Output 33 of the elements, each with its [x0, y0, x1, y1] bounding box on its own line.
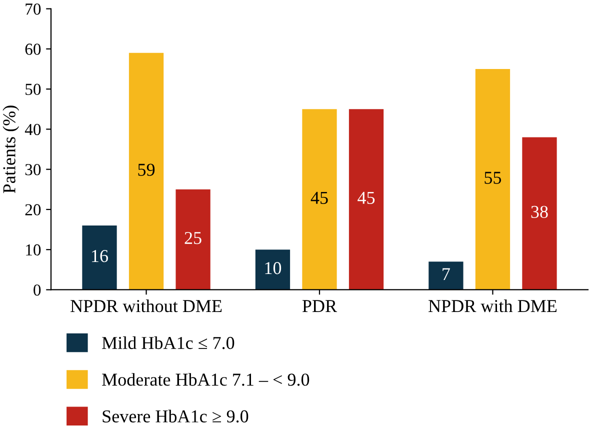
bar	[428, 262, 464, 290]
data-label: 7	[442, 268, 450, 280]
y-tick-label: 40	[24, 124, 41, 136]
data-label: 16	[92, 250, 108, 262]
bar	[522, 137, 557, 290]
legend-label: Mild HbA1c ≤ 7.0	[102, 336, 234, 350]
data-label: 55	[484, 172, 502, 184]
bar	[348, 109, 384, 290]
data-label: 45	[358, 192, 375, 204]
x-tick-label: PDR	[302, 300, 338, 312]
bar	[176, 189, 210, 290]
legend-label: Moderate HbA1c 7.1 – < 9.0	[102, 373, 310, 386]
y-tick-label: 30	[25, 164, 41, 176]
bar	[255, 250, 290, 290]
y-tick-label: 60	[25, 44, 41, 55]
x-tick-label: NPDR without DME	[70, 299, 222, 312]
data-label: 45	[310, 192, 328, 204]
legend-label: Severe HbA1c ≥ 9.0	[102, 410, 248, 423]
x-tick-label: NPDR with DME	[428, 299, 557, 312]
bar	[128, 52, 164, 290]
y-axis-title: Patients (%)	[2, 106, 20, 194]
data-label: 59	[138, 164, 155, 176]
y-tick-label: 0	[34, 284, 41, 296]
data-label: 25	[184, 232, 202, 244]
y-tick-label: 10	[26, 244, 41, 256]
bar	[475, 68, 510, 290]
data-label: 38	[531, 206, 548, 218]
data-label: 10	[265, 262, 282, 274]
bar	[82, 226, 117, 290]
bar	[302, 109, 337, 290]
y-tick-label: 70	[26, 3, 41, 15]
y-tick-label: 50	[26, 84, 41, 95]
y-tick-label: 20	[25, 204, 41, 216]
